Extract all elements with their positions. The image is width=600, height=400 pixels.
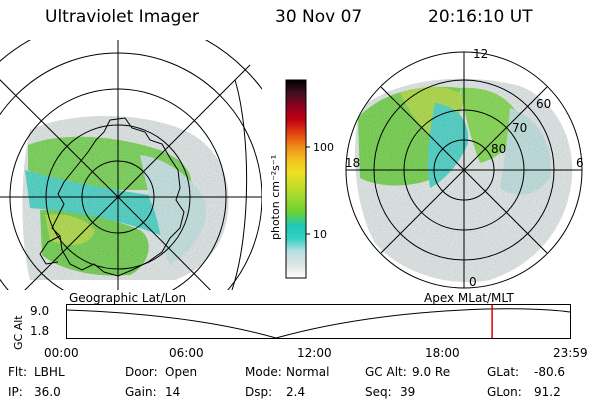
geo-limb-edge (231, 79, 248, 290)
polar-map-panel (340, 48, 590, 293)
timeline-y-label-max: 9.0 (30, 304, 50, 318)
instrument-title: Ultraviolet Imager (45, 7, 199, 27)
observation-time: 20:16:10 UT (428, 7, 533, 27)
timeline-y-label-min: 1.8 (30, 324, 50, 338)
filter-label: Flt: (8, 365, 27, 379)
geo-emission-image (22, 115, 229, 281)
colorbar-tick-label-100: 100 (313, 141, 334, 154)
mode-label: Mode: (245, 365, 282, 379)
geo-panel-caption: Geographic Lat/Lon (69, 291, 187, 305)
colorbar-unit-label: photon cm⁻²s⁻¹ (269, 154, 282, 240)
timeline-axis-label: GC Alt (12, 315, 25, 350)
timeline-x-label-0000: 00:00 (44, 346, 79, 360)
glat-label: GLat: (487, 365, 520, 379)
gain-value: 14 (165, 385, 181, 399)
antarctica-coastline (51, 117, 185, 277)
glon-label: GLon: (487, 385, 522, 399)
mlt-label-midnight: 0 (469, 275, 477, 289)
gain-label: Gain: (125, 385, 157, 399)
glon-value: 91.2 (534, 385, 561, 399)
dsp-value: 2.4 (286, 385, 306, 399)
polar-mlt-grid (346, 52, 582, 288)
colorbar-panel (262, 78, 322, 283)
door-label: Door: (125, 365, 158, 379)
mlt-label-dusk: 18 (345, 156, 361, 170)
filter-value: LBHL (34, 365, 65, 379)
door-value: Open (165, 365, 198, 379)
gc-alt-label: GC Alt: (365, 365, 407, 379)
timeline-x-label-0600: 06:00 (169, 346, 204, 360)
altitude-timeline-plot (66, 304, 571, 339)
timeline-x-label-2359: 23:59 (553, 346, 588, 360)
polar-panel-caption: Apex MLat/MLT (424, 291, 514, 305)
geographic-map-panel (0, 40, 262, 290)
dsp-label: Dsp: (245, 385, 273, 399)
timeline-frame (66, 304, 571, 339)
altitude-timeline (66, 304, 576, 340)
polar-map (345, 51, 583, 289)
mlat-label-60: 60 (536, 97, 552, 111)
altitude-curve (66, 308, 571, 339)
seq-value: 39 (400, 385, 416, 399)
observation-date: 30 Nov 07 (275, 7, 363, 27)
seq-label: Seq: (365, 385, 392, 399)
timeline-x-label-1200: 12:00 (297, 346, 332, 360)
glat-value: -80.6 (534, 365, 566, 379)
ip-label: IP: (8, 385, 23, 399)
mode-value: Normal (286, 365, 330, 379)
mlt-label-noon: 12 (473, 47, 489, 61)
gc-alt-value: 9.0 Re (412, 365, 451, 379)
colorbar-tick-label-10: 10 (313, 228, 327, 241)
mlat-label-80: 80 (491, 142, 507, 156)
timeline-x-label-1800: 18:00 (425, 346, 460, 360)
ip-value: 36.0 (34, 385, 61, 399)
geographic-map (0, 40, 262, 290)
colorbar (285, 79, 310, 279)
mlt-label-dawn: 6 (576, 156, 584, 170)
geo-meridian-grid (0, 40, 262, 290)
mlat-label-70: 70 (512, 121, 528, 135)
colorbar-scale (285, 79, 307, 279)
peninsula-coastline (39, 235, 61, 265)
